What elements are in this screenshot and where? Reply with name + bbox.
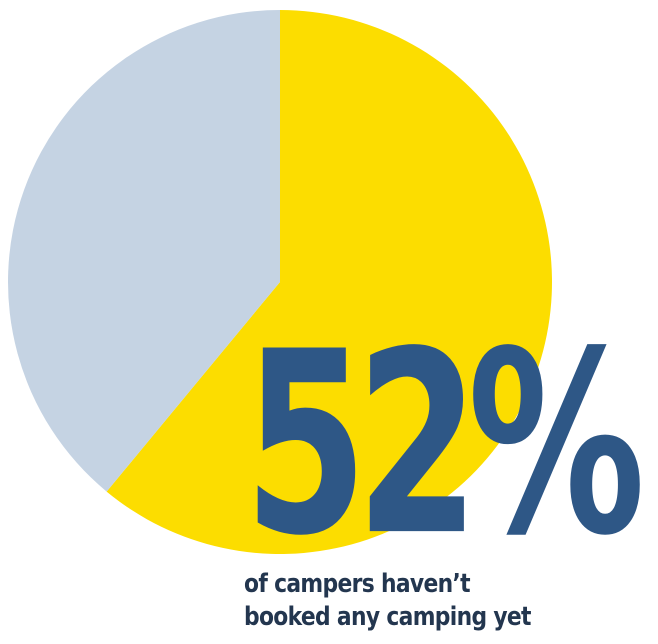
headline-percentage: 52% — [244, 297, 645, 591]
pie-slice-1 — [106, 10, 553, 554]
stat-caption: of campers haven’t booked any camping ye… — [244, 568, 580, 634]
caption-line-2: booked any camping yet — [244, 602, 531, 632]
pie-slice-2 — [8, 10, 281, 492]
caption-line-1: of campers haven’t — [244, 569, 471, 599]
